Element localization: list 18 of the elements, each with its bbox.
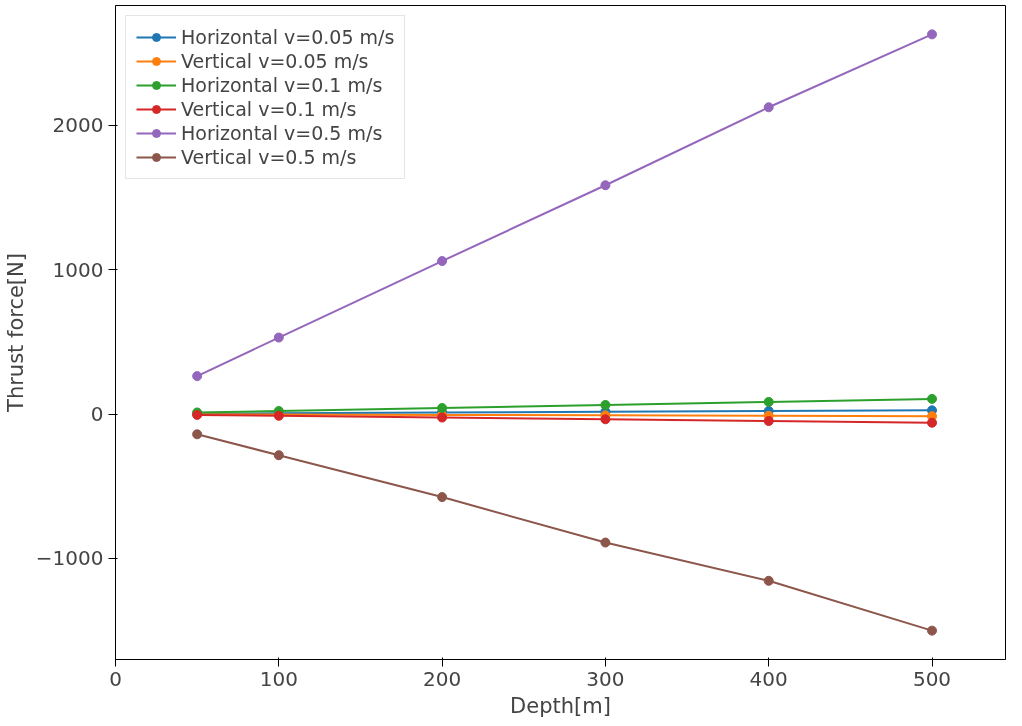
- y-axis-title: Thrust force[N]: [3, 253, 28, 413]
- legend-label: Horizontal v=0.1 m/s: [181, 74, 383, 96]
- x-tick-label: 100: [259, 666, 298, 691]
- legend-label: Horizontal v=0.05 m/s: [181, 26, 395, 48]
- x-axis-title: Depth[m]: [510, 693, 611, 718]
- y-tick-label: 2000: [52, 113, 104, 138]
- x-tick-label: 500: [912, 666, 952, 691]
- x-tick-label: 400: [749, 666, 788, 691]
- legend-label: Vertical v=0.1 m/s: [181, 98, 357, 120]
- legend-label: Vertical v=0.05 m/s: [181, 50, 369, 72]
- y-tick-label: −1000: [35, 546, 104, 571]
- legend-label: Vertical v=0.5 m/s: [181, 146, 357, 168]
- y-tick-label: 1000: [52, 257, 104, 282]
- x-tick-label: 0: [109, 666, 122, 691]
- legend-label: Horizontal v=0.5 m/s: [181, 122, 383, 144]
- x-tick-label: 200: [423, 666, 462, 691]
- x-tick-label: 300: [586, 666, 625, 691]
- y-tick-label: 0: [90, 402, 104, 427]
